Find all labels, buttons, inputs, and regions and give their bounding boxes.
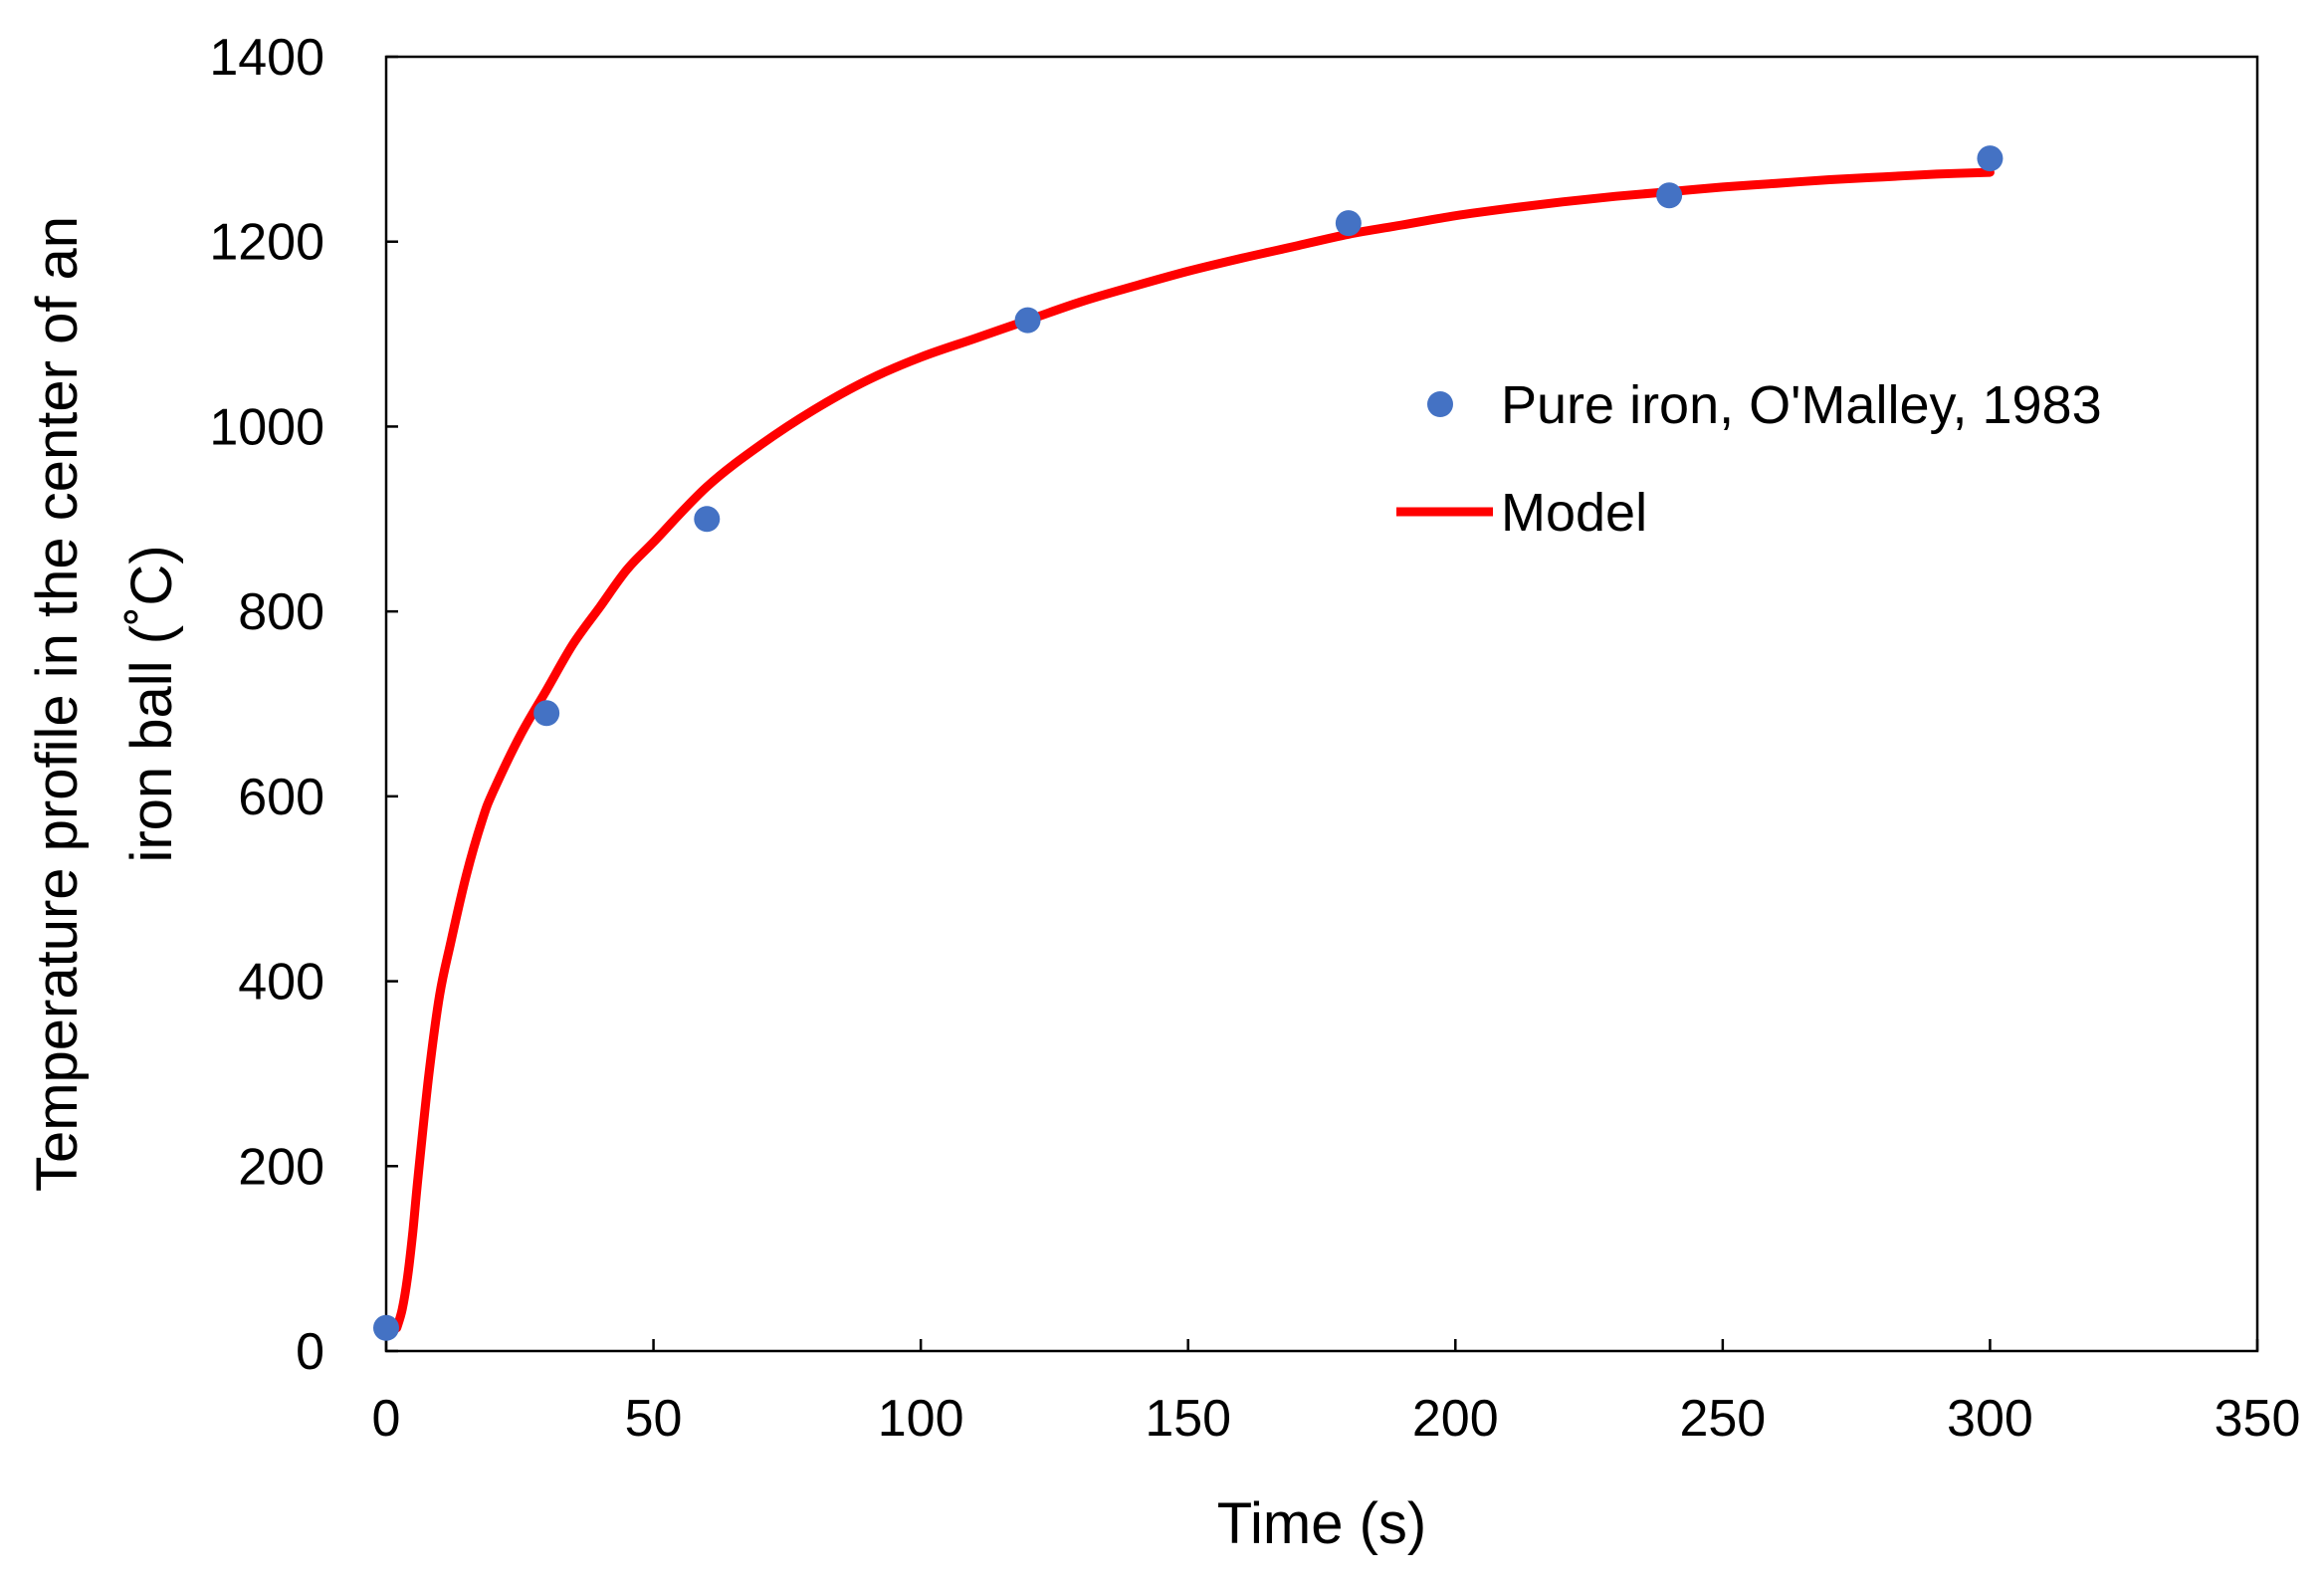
scatter-point — [1656, 182, 1683, 209]
scatter-point — [533, 700, 560, 727]
legend-label-line: Model — [1501, 483, 1647, 543]
y-axis-title-line1: Temperature profile in the center of an — [25, 216, 90, 1192]
y-tick-label: 400 — [238, 954, 324, 1012]
scatter-point — [694, 506, 721, 533]
scatter-point — [1335, 210, 1362, 237]
x-tick-label: 300 — [1947, 1390, 2033, 1448]
y-tick-label: 800 — [238, 583, 324, 641]
x-axis-title: Time (s) — [1217, 1491, 1426, 1556]
y-axis-title-line2: iron ball (˚C) — [119, 545, 184, 862]
x-tick-label: 350 — [2215, 1390, 2301, 1448]
y-tick-label: 1400 — [209, 29, 324, 87]
x-tick-label: 50 — [625, 1390, 683, 1448]
y-tick-label: 0 — [296, 1323, 324, 1381]
x-tick-label: 0 — [372, 1390, 401, 1448]
legend-label-scatter: Pure iron, O'Malley, 1983 — [1501, 375, 2102, 435]
legend-marker-scatter — [1427, 391, 1453, 417]
x-tick-label: 150 — [1145, 1390, 1231, 1448]
scatter-point — [1014, 307, 1041, 334]
plot-area-frame — [384, 55, 2259, 1353]
x-tick-label: 200 — [1412, 1390, 1499, 1448]
y-tick-label: 1200 — [209, 214, 324, 272]
x-tick-label: 100 — [878, 1390, 964, 1448]
scatter-point — [373, 1314, 399, 1341]
x-axis-ticks: 0 50 100 150 200 250 300 350 — [372, 1339, 2301, 1448]
scatter-point — [1977, 145, 2004, 172]
scatter-series-points — [373, 145, 2004, 1341]
y-tick-label: 1000 — [209, 398, 324, 456]
legend: Pure iron, O'Malley, 1983 Model — [1396, 375, 2102, 543]
model-series-line — [392, 167, 1995, 1333]
x-tick-label: 250 — [1679, 1390, 1766, 1448]
y-axis-ticks: 0 200 400 600 800 1000 1200 1400 — [209, 29, 398, 1381]
y-tick-label: 600 — [238, 769, 324, 826]
y-tick-label: 200 — [238, 1138, 324, 1196]
